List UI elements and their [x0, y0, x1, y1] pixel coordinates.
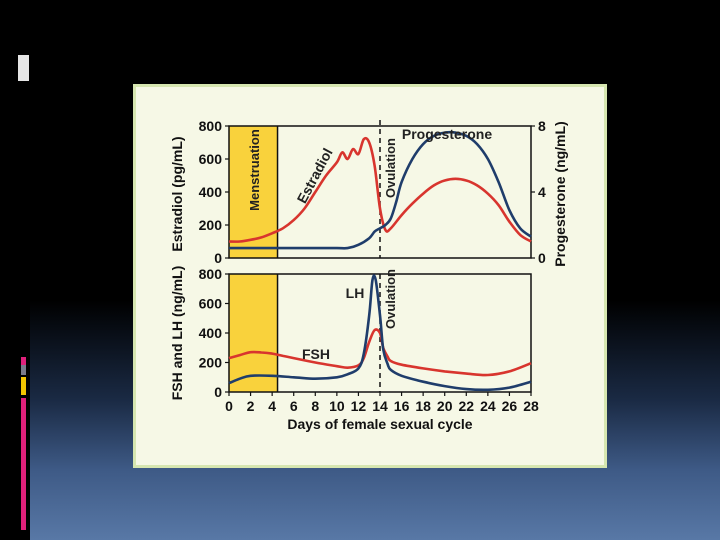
estradiol-line	[228, 136, 532, 243]
progesterone-line	[229, 130, 532, 250]
top-y-tick-label: 800	[199, 118, 223, 134]
bottom-y-tick-label: 200	[199, 355, 223, 371]
ovulation-label-top: Ovulation	[383, 138, 398, 198]
top-y2-tick-label: 0	[538, 250, 546, 266]
fsh-lh-axis-label: FSH and LH (ng/mL)	[169, 266, 185, 401]
x-tick-label: 22	[458, 398, 474, 414]
x-tick-label: 12	[351, 398, 367, 414]
x-tick-label: 4	[268, 398, 276, 414]
bullet-square	[18, 55, 29, 81]
ovulation-label-bottom: Ovulation	[383, 269, 398, 329]
menstruation-band-top	[229, 126, 278, 258]
x-tick-label: 8	[311, 398, 319, 414]
menstruation-band-bottom	[229, 274, 278, 392]
lh-series-label: LH	[346, 285, 365, 301]
bottom-y-tick-label: 800	[199, 266, 223, 282]
top-y-tick-label: 200	[199, 217, 223, 233]
x-tick-label: 20	[437, 398, 453, 414]
x-tick-label: 0	[225, 398, 233, 414]
fsh-line	[228, 328, 532, 377]
bottom-y-tick-label: 0	[214, 384, 222, 400]
top-y2-tick-label: 8	[538, 118, 546, 134]
x-axis-label: Days of female sexual cycle	[287, 416, 472, 432]
x-tick-label: 26	[502, 398, 518, 414]
x-tick-label: 6	[290, 398, 298, 414]
estradiol-axis-label: Estradiol (pg/mL)	[169, 136, 185, 251]
top-y-tick-label: 400	[199, 184, 223, 200]
progesterone-series-label: Progesterone	[402, 126, 492, 142]
top-y-tick-label: 600	[199, 151, 223, 167]
x-tick-label: 28	[523, 398, 539, 414]
x-tick-label: 2	[247, 398, 255, 414]
accent-bar-gray	[21, 365, 26, 375]
bottom-y-tick-label: 400	[199, 325, 223, 341]
accent-bar-yellow	[21, 377, 26, 395]
data-series	[228, 130, 532, 392]
x-tick-label: 10	[329, 398, 345, 414]
accent-bar-pink-bottom	[21, 398, 26, 530]
top-y2-tick-label: 4	[538, 184, 546, 200]
x-tick-label: 18	[415, 398, 431, 414]
accent-bar-pink-top	[21, 357, 26, 365]
x-tick-label: 24	[480, 398, 496, 414]
fsh-series-label: FSH	[302, 346, 330, 362]
top-y-tick-label: 0	[214, 250, 222, 266]
progesterone-axis-label: Progesterone (ng/mL)	[552, 121, 568, 266]
menstruation-label: Menstruation	[247, 129, 262, 211]
bottom-y-tick-label: 600	[199, 296, 223, 312]
lh-line	[228, 274, 532, 392]
x-tick-label: 14	[372, 398, 388, 414]
x-tick-label: 16	[394, 398, 410, 414]
